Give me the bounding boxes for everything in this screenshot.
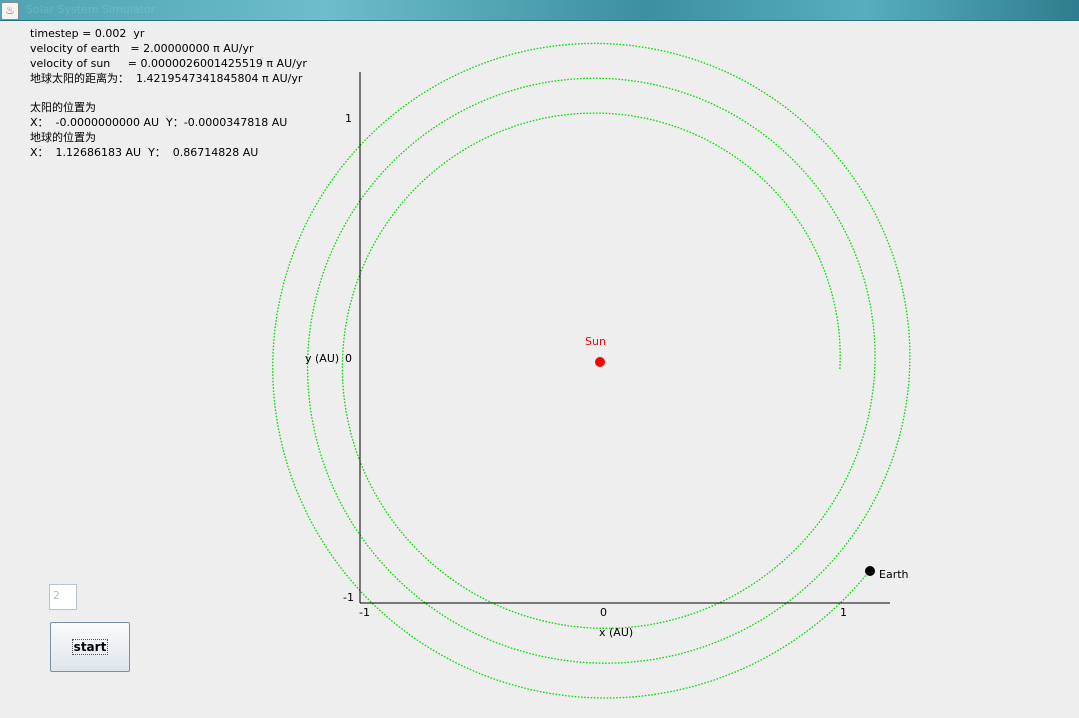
timestep-text: timestep = 0.002 yr: [30, 27, 145, 40]
distance-text: 地球太阳的距离为： 1.4219547341845804 π AU/yr: [30, 72, 303, 85]
sun-position-heading: 太阳的位置为: [30, 101, 96, 114]
y-axis-label: y (AU): [305, 352, 339, 365]
start-button[interactable]: start: [50, 622, 130, 672]
x-axis-label: x (AU): [599, 626, 633, 639]
steps-input[interactable]: 2: [49, 584, 77, 610]
earth-orbit-trail: [272, 42, 911, 699]
earth-label: Earth: [879, 568, 909, 581]
y-tick-label: 0: [345, 352, 352, 365]
earth-position-heading: 地球的位置为: [30, 131, 96, 144]
earth-marker: [865, 566, 875, 576]
earth-position-text: X： 1.12686183 AU Y： 0.86714828 AU: [30, 146, 259, 159]
x-tick-label: -1: [359, 606, 370, 619]
start-button-label: start: [71, 639, 109, 655]
x-tick-label: 1: [840, 606, 847, 619]
x-tick-label: 0: [600, 606, 607, 619]
info-panel: timestep = 0.002 yr velocity of earth = …: [30, 26, 307, 160]
window-title: Solar System Simulator: [26, 3, 156, 16]
title-bar[interactable]: ♨ Solar System Simulator: [0, 0, 1079, 21]
sun-position-text: X： -0.0000000000 AU Y：-0.0000347818 AU: [30, 116, 288, 129]
sun-velocity-text: velocity of sun = 0.0000026001425519 π A…: [30, 57, 307, 70]
y-tick-label: -1: [343, 591, 354, 604]
y-tick-label: 1: [345, 112, 352, 125]
java-app-icon[interactable]: ♨: [1, 2, 19, 20]
sun-label: Sun: [585, 335, 606, 348]
sun-marker: [595, 357, 605, 367]
earth-velocity-text: velocity of earth = 2.00000000 π AU/yr: [30, 42, 254, 55]
